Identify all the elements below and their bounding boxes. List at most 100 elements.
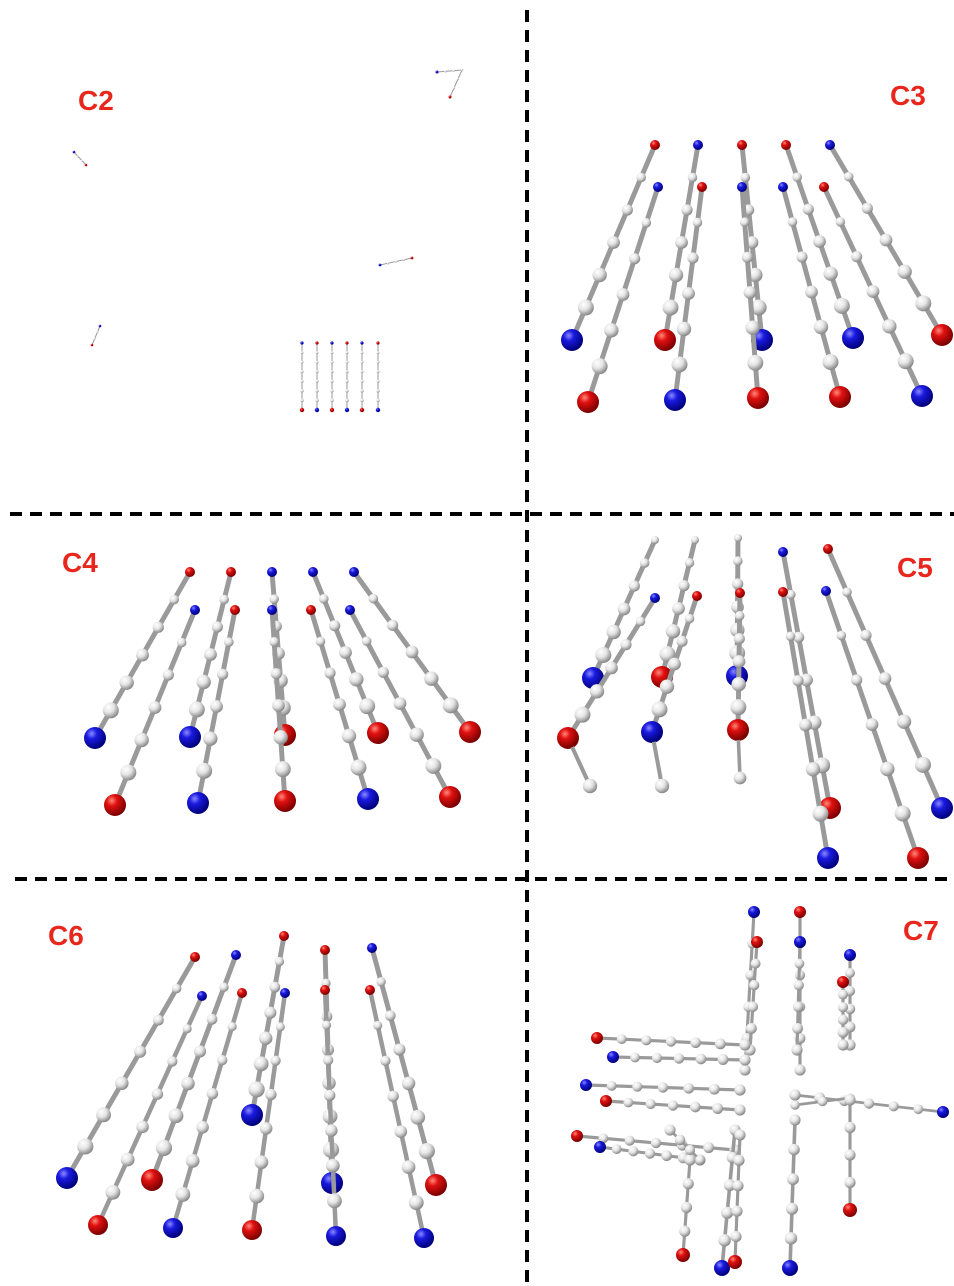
atom: [866, 718, 879, 731]
atom: [862, 203, 873, 214]
atom: [264, 1007, 276, 1019]
atom: [349, 567, 359, 577]
atom: [687, 252, 698, 263]
atom: [636, 173, 646, 183]
atom: [931, 324, 953, 346]
atom: [271, 668, 282, 679]
atom: [104, 794, 126, 816]
atom: [714, 1260, 730, 1276]
atom: [73, 151, 76, 154]
atom: [880, 234, 893, 247]
atom: [745, 320, 759, 334]
atom: [646, 1099, 656, 1109]
atom: [376, 341, 379, 344]
atom: [730, 699, 746, 715]
atom: [228, 1022, 237, 1031]
atom: [346, 370, 349, 373]
atom: [650, 140, 660, 150]
atom: [728, 1255, 742, 1269]
atom: [844, 1122, 855, 1133]
atom: [403, 259, 405, 261]
atom: [197, 991, 207, 1001]
atom: [436, 71, 439, 74]
atom: [844, 949, 856, 961]
bond: [437, 70, 462, 72]
atom: [186, 1154, 200, 1168]
atom: [622, 204, 633, 215]
molecules: [56, 69, 953, 1276]
atom: [838, 990, 848, 1000]
atom: [600, 1095, 612, 1107]
atom: [836, 217, 846, 227]
atom: [316, 361, 319, 364]
atom: [453, 87, 455, 89]
atom: [742, 252, 753, 263]
atom: [672, 602, 685, 615]
atom: [231, 950, 241, 960]
atom: [212, 621, 223, 632]
atom: [327, 1193, 342, 1208]
atom: [409, 727, 423, 741]
atom: [360, 380, 363, 383]
atom: [728, 720, 748, 740]
atom: [274, 790, 296, 812]
atom: [379, 264, 382, 267]
atom: [792, 172, 802, 182]
atom: [376, 399, 379, 402]
atom: [275, 957, 284, 966]
atom: [625, 1136, 635, 1146]
atom: [845, 968, 855, 978]
atom: [663, 300, 679, 316]
atom: [664, 389, 686, 411]
atom: [377, 370, 380, 373]
atom: [331, 370, 334, 373]
atom: [897, 714, 911, 728]
atom: [81, 160, 83, 162]
atom: [105, 1185, 120, 1200]
atom: [315, 380, 318, 383]
atom: [843, 1203, 857, 1217]
atom: [913, 1104, 923, 1114]
atom: [718, 1054, 729, 1065]
atom: [842, 587, 852, 597]
panel-label: C3: [890, 80, 926, 111]
atom: [778, 547, 788, 557]
atom: [402, 1160, 416, 1174]
atom: [794, 936, 806, 948]
atom: [367, 943, 377, 953]
atom: [721, 1207, 733, 1219]
atom: [163, 1218, 183, 1238]
atom: [658, 1082, 668, 1092]
atom: [329, 620, 340, 631]
atom: [183, 1024, 192, 1033]
atom: [134, 1046, 146, 1058]
panel-label: C4: [62, 547, 98, 578]
atom: [272, 699, 285, 712]
atom: [85, 164, 88, 167]
bond: [450, 70, 462, 97]
atom: [411, 257, 414, 260]
atom: [733, 655, 746, 668]
atom: [672, 357, 688, 373]
atom: [785, 1232, 797, 1244]
atom: [734, 1104, 745, 1115]
atom: [273, 730, 287, 744]
atom: [844, 1177, 855, 1188]
atom: [915, 757, 931, 773]
atom: [346, 351, 349, 354]
atom: [301, 351, 304, 354]
atom: [744, 286, 757, 299]
atom: [319, 594, 329, 604]
atom: [805, 286, 818, 299]
atom: [794, 1064, 805, 1075]
atom: [592, 358, 608, 374]
atom: [351, 760, 367, 776]
atom: [740, 217, 750, 227]
atom: [629, 253, 640, 264]
atom: [443, 697, 459, 713]
atom: [152, 1088, 163, 1099]
atom: [153, 1015, 164, 1026]
atom: [691, 536, 699, 544]
atom: [56, 1167, 78, 1189]
atom: [394, 697, 407, 710]
